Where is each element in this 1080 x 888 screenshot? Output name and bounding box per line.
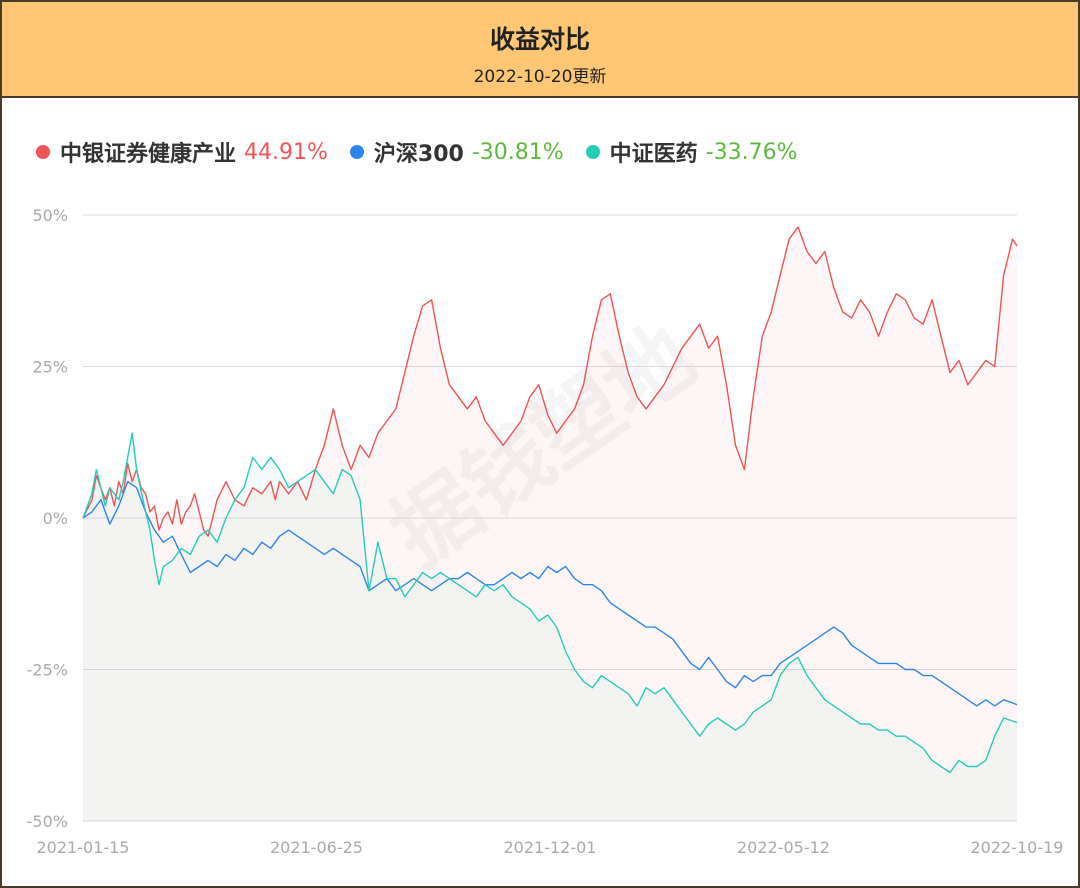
legend-dot-fund <box>36 145 50 159</box>
series-area-0 <box>83 227 1017 822</box>
x-axis-ticks: 2021-01-15 2021-06-25 2021-12-01 2022-05-12… <box>37 838 1064 857</box>
y-axis-ticks: 50% 25% 0% -25% -50% <box>27 206 68 831</box>
chart-title: 收益对比 <box>489 25 590 54</box>
series-line-1 <box>82 480 1018 707</box>
x-tick-label: 2021-12-01 <box>504 838 597 857</box>
legend-value-fund: 44.91% <box>244 139 328 165</box>
y-tick-label: 0% <box>43 509 68 528</box>
legend-name-hs300: 沪深300 <box>373 142 464 167</box>
y-tick-label: -25% <box>27 661 68 680</box>
legend-name-medical: 中证医药 <box>609 142 698 167</box>
legend-value-medical: -33.76% <box>705 139 798 165</box>
series-area-2 <box>83 433 1017 821</box>
grid-lines <box>83 214 1017 822</box>
legend-dot-medical <box>585 145 600 159</box>
x-tick-label: 2021-06-25 <box>270 838 363 857</box>
legend-item-medical[interactable]: 中证医药 -33.76% <box>585 136 798 168</box>
x-tick-label: 2021-01-15 <box>37 838 130 857</box>
series-line-2 <box>82 432 1018 774</box>
y-tick-label: 50% <box>32 206 68 225</box>
series-line-0 <box>82 226 1018 537</box>
legend-value-hs300: -30.81% <box>471 139 564 165</box>
legend-item-fund[interactable]: 中银证券健康产业 44.91% <box>36 136 328 168</box>
y-tick-label: 25% <box>32 358 68 377</box>
x-tick-label: 2022-10-19 <box>971 838 1064 857</box>
chart-header: 收益对比 2022-10-20更新 <box>2 2 1078 98</box>
y-tick-label: -50% <box>27 812 68 831</box>
chart-subtitle: 2022-10-20更新 <box>473 67 607 87</box>
x-tick-label: 2022-05-12 <box>737 838 830 857</box>
series-lines <box>82 226 1018 774</box>
legend-dot-hs300 <box>349 145 364 159</box>
series-areas <box>83 227 1017 822</box>
legend-name-fund: 中银证券健康产业 <box>60 142 237 167</box>
legend: 中银证券健康产业 44.91% 沪深300 -30.81% 中证医药 -33.7… <box>36 136 820 168</box>
legend-item-hs300[interactable]: 沪深300 -30.81% <box>349 136 564 168</box>
